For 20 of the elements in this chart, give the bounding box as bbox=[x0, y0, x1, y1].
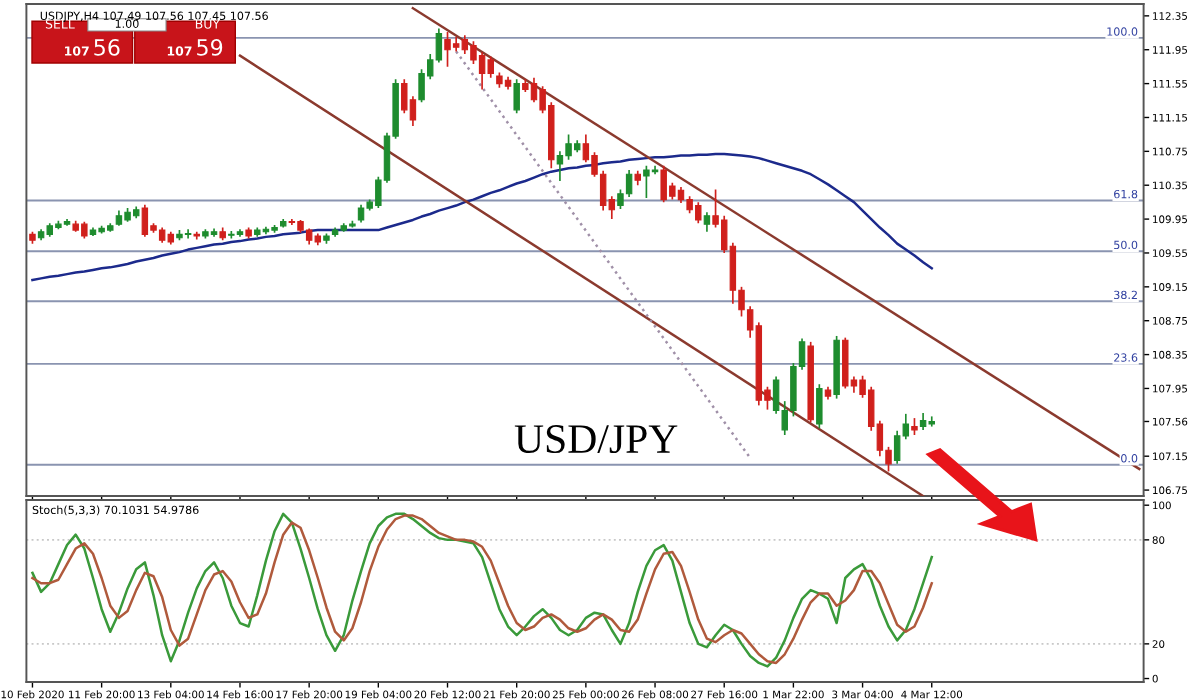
candlestick bbox=[893, 429, 901, 465]
candlestick bbox=[703, 211, 711, 233]
line-series bbox=[31, 152, 933, 282]
candlestick bbox=[530, 76, 538, 104]
annotation: 56 bbox=[94, 38, 120, 56]
candlestick bbox=[184, 228, 192, 240]
candlestick bbox=[643, 164, 650, 199]
candlestick bbox=[478, 51, 486, 91]
candlestick bbox=[444, 31, 451, 68]
candlestick bbox=[816, 383, 823, 430]
candlestick bbox=[141, 203, 149, 238]
annotation: USD/JPY bbox=[514, 425, 678, 454]
annotation: 59 bbox=[197, 38, 223, 56]
candlestick bbox=[401, 78, 408, 115]
candlestick bbox=[513, 78, 520, 115]
candlestick bbox=[487, 55, 494, 79]
candlestick bbox=[556, 150, 564, 182]
candlestick bbox=[842, 336, 849, 390]
candlestick bbox=[461, 34, 469, 55]
candlestick bbox=[625, 169, 633, 198]
